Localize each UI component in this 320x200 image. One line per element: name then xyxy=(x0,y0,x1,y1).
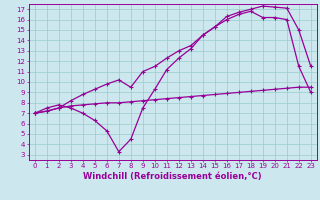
X-axis label: Windchill (Refroidissement éolien,°C): Windchill (Refroidissement éolien,°C) xyxy=(84,172,262,181)
